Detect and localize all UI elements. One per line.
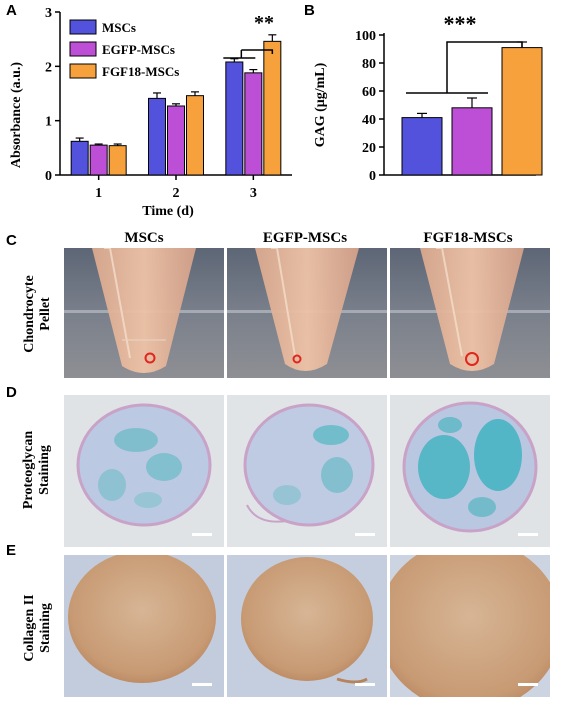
chart-b-significance: ***	[444, 11, 477, 36]
chart-a-ylabel: Absorbance (a.u.)	[9, 62, 24, 169]
proteoglycan-stain-mscs	[64, 395, 224, 547]
chart-a-bar	[244, 72, 263, 176]
column-label-fgf18-mscs: FGF18-MSCs	[423, 230, 513, 246]
column-label-egfp-mscs: EGFP-MSCs	[262, 230, 348, 246]
chart-b-bar	[451, 107, 493, 176]
row-label-proteoglycan-staining: Proteoglycan Staining	[21, 430, 52, 510]
chart-a-xtick-label: 3	[250, 186, 257, 201]
chart-a-xlabel: Time (d)	[142, 204, 194, 219]
chart-b-bar	[501, 47, 543, 176]
chart-a-bar	[89, 144, 108, 176]
column-label-mscs: MSCs	[124, 230, 164, 246]
panel-letter-e: E	[6, 542, 17, 559]
chart-a-bar	[70, 140, 89, 176]
chart-a-legend-label: FGF18-MSCs	[102, 64, 179, 79]
chart-a-ytick-label: 2	[45, 60, 52, 75]
proteoglycan-stain-fgf18-mscs	[390, 395, 550, 547]
chart-b-ytick-label: 20	[362, 141, 376, 156]
pellet-photo-fgf18-mscs	[390, 248, 550, 378]
gag-bar-chart: 0 20 40 60 80 100 GAG (μg/mL) ***	[313, 11, 543, 184]
chart-a-legend-swatch	[69, 19, 97, 35]
row-label-collagen-ii-staining: Collagen II Staining	[22, 594, 53, 662]
chart-a-bar	[148, 97, 166, 176]
chart-a-bar	[263, 40, 282, 176]
chart-a-ytick-label: 3	[45, 6, 52, 21]
chart-a-xtick-label: 1	[95, 186, 102, 201]
chart-a-bar	[167, 105, 185, 176]
chart-a-legend-swatch	[69, 41, 97, 57]
chart-a-ytick-label: 1	[45, 115, 52, 130]
chart-b-significance-bracket	[406, 41, 523, 94]
chart-b-ylabel: GAG (μg/mL)	[313, 62, 328, 147]
chart-a-bar	[225, 61, 244, 176]
pellet-photo-egfp-mscs	[227, 248, 387, 378]
proteoglycan-stain-egfp-mscs	[227, 395, 387, 547]
chart-b-ytick-label: 40	[362, 113, 376, 128]
panel-letter-a: A	[6, 2, 17, 19]
chart-a-legend-label: MSCs	[102, 20, 136, 35]
panel-letter-b: B	[304, 2, 315, 19]
chart-b-ytick-label: 80	[362, 57, 376, 72]
chart-b-ytick-label: 0	[369, 169, 376, 184]
chart-b-ytick-label: 100	[355, 29, 376, 44]
row-label-chondrocyte-pellet: Chondrocyte Pellet	[22, 275, 53, 353]
collagen-stain-fgf18-mscs	[390, 555, 550, 697]
chart-b-ytick-label: 60	[362, 85, 376, 100]
chart-a-xtick-label: 2	[173, 186, 180, 201]
chart-a-legend-label: EGFP-MSCs	[102, 42, 175, 57]
chart-b-bar	[401, 117, 443, 176]
panel-letter-c: C	[6, 232, 17, 249]
chart-a-significance: **	[254, 12, 274, 34]
chart-a-ytick-label: 0	[45, 169, 52, 184]
pellet-photo-mscs	[64, 248, 224, 378]
absorbance-bar-chart: 0 1 2 3 1 2 3 MSCs EGFP-MSCs FGF18-MSCs Absorban…	[9, 6, 292, 219]
panel-letter-d: D	[6, 384, 17, 401]
chart-a-bar	[186, 95, 204, 176]
chart-a-legend-swatch	[69, 63, 97, 79]
chart-a-significance-bracket	[223, 49, 274, 59]
collagen-stain-mscs	[64, 555, 224, 697]
chart-a-bar	[108, 145, 127, 176]
collagen-stain-egfp-mscs	[227, 555, 387, 697]
